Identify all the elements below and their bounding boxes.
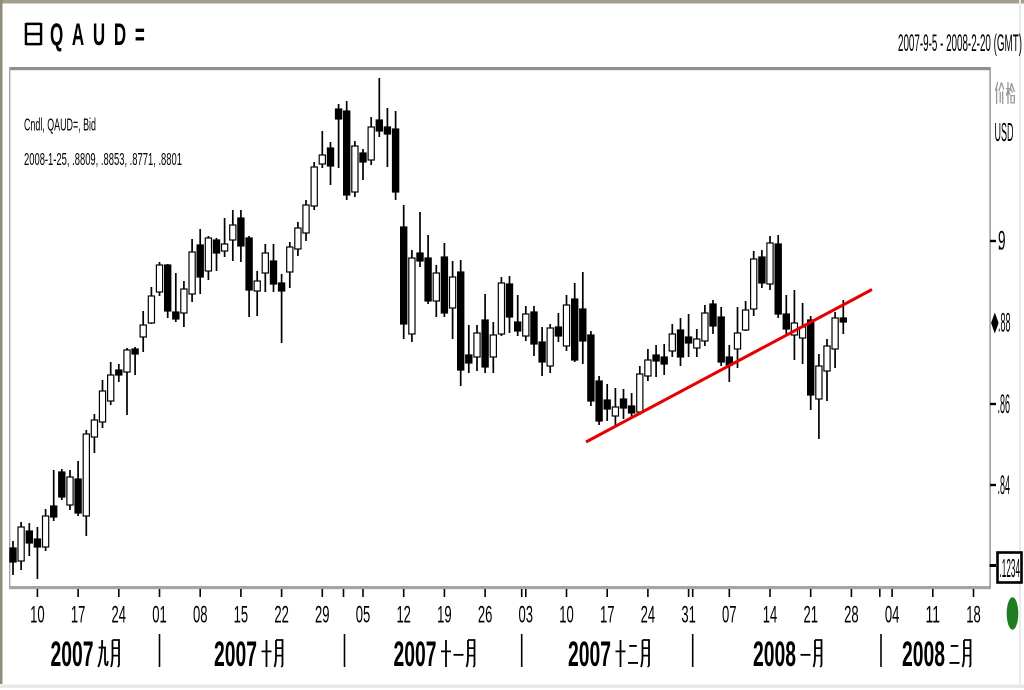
svg-text:31: 31 bbox=[681, 602, 696, 629]
svg-text:17: 17 bbox=[71, 602, 86, 629]
svg-text:.86: .86 bbox=[998, 389, 1011, 419]
svg-text:Cndl, QAUD=, Bid: Cndl, QAUD=, Bid bbox=[24, 115, 96, 134]
svg-text:14: 14 bbox=[763, 602, 778, 629]
svg-text:15: 15 bbox=[234, 602, 249, 629]
svg-text:.84: .84 bbox=[998, 470, 1011, 500]
svg-text:03: 03 bbox=[519, 602, 534, 629]
svg-text:17: 17 bbox=[600, 602, 615, 629]
svg-text:USD: USD bbox=[995, 118, 1014, 147]
svg-text:2007: 2007 bbox=[214, 634, 257, 673]
svg-text:.9: .9 bbox=[998, 225, 1006, 255]
svg-text:2007: 2007 bbox=[568, 634, 611, 673]
svg-text:28: 28 bbox=[844, 602, 859, 629]
svg-text:2007-9-5 - 2008-2-20 (GMT): 2007-9-5 - 2008-2-20 (GMT) bbox=[898, 31, 1022, 58]
svg-text:10: 10 bbox=[559, 602, 574, 629]
svg-text:24: 24 bbox=[112, 602, 127, 629]
svg-text:11: 11 bbox=[926, 602, 941, 629]
svg-text:26: 26 bbox=[478, 602, 493, 629]
svg-text:2007: 2007 bbox=[51, 634, 94, 673]
svg-text:QAUD=: QAUD= bbox=[50, 18, 153, 53]
svg-text:2008: 2008 bbox=[902, 634, 945, 673]
svg-text:19: 19 bbox=[437, 602, 452, 629]
svg-text:29: 29 bbox=[315, 602, 330, 629]
svg-text:2007: 2007 bbox=[394, 634, 437, 673]
svg-text:01: 01 bbox=[152, 602, 167, 629]
svg-text:24: 24 bbox=[641, 602, 656, 629]
svg-text:18: 18 bbox=[966, 602, 981, 629]
svg-text:05: 05 bbox=[356, 602, 371, 629]
svg-text:.1234: .1234 bbox=[1000, 554, 1021, 583]
svg-text:12: 12 bbox=[396, 602, 411, 629]
svg-text:04: 04 bbox=[885, 602, 900, 629]
svg-text:.88: .88 bbox=[998, 308, 1011, 338]
svg-text:2008: 2008 bbox=[753, 634, 796, 673]
svg-text:10: 10 bbox=[30, 602, 45, 629]
svg-text:07: 07 bbox=[722, 602, 737, 629]
svg-text:22: 22 bbox=[274, 602, 289, 629]
svg-text:08: 08 bbox=[193, 602, 208, 629]
svg-text:2008-1-25, .8809, .8853, .8771: 2008-1-25, .8809, .8853, .8771, .8801 bbox=[24, 150, 182, 169]
svg-text:21: 21 bbox=[803, 602, 818, 629]
